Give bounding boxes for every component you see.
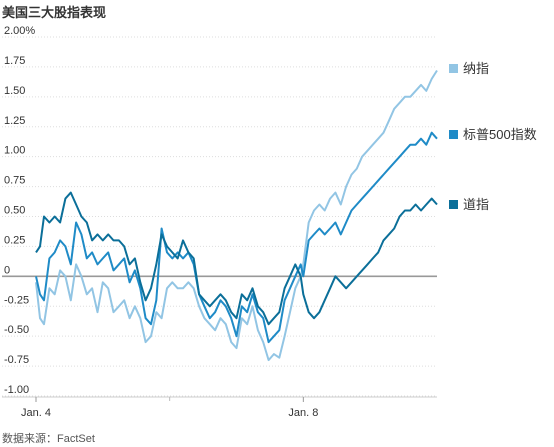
legend-label-0: 纳指	[463, 61, 489, 76]
grid-layer	[2, 36, 437, 397]
series-line-1	[35, 131, 438, 344]
y-tick-label: 0.50	[4, 205, 25, 217]
legend-label-2: 道指	[463, 197, 489, 212]
legend-label-1: 标普500指数	[463, 127, 537, 142]
series-line-0	[35, 69, 438, 362]
y-tick-label: 1.50	[4, 85, 25, 97]
legend-swatch-2	[449, 200, 458, 209]
y-tick-label: 0.25	[4, 234, 25, 246]
y-axis-ticks: 2.00% 1.75 1.50 1.25 1.00 0.75 0.50 0.25 0 -0.25 -…	[4, 25, 35, 396]
y-tick-label: -0.75	[4, 354, 29, 366]
y-tick-label: -0.50	[4, 324, 29, 336]
series-line-2	[35, 191, 438, 326]
chart-source: 数据来源：FactSet	[2, 433, 95, 445]
y-tick-label: 2.00%	[4, 25, 35, 37]
series-layer	[35, 69, 438, 362]
y-tick-label: 0.75	[4, 175, 25, 187]
x-axis-ticks: Jan. 4 Jan. 8	[2, 396, 437, 419]
y-tick-label: -1.00	[4, 384, 29, 396]
y-tick-label: 1.75	[4, 55, 25, 67]
y-tick-label: -0.25	[4, 294, 29, 306]
legend-swatch-0	[449, 64, 458, 73]
chart-title: 美国三大股指表现	[2, 5, 107, 20]
y-tick-label: 0	[4, 264, 10, 276]
x-tick-label: Jan. 8	[288, 407, 318, 419]
y-tick-label: 1.25	[4, 115, 25, 127]
y-tick-label: 1.00	[4, 145, 25, 157]
legend-swatch-1	[449, 130, 458, 139]
x-tick-label: Jan. 4	[21, 407, 51, 419]
